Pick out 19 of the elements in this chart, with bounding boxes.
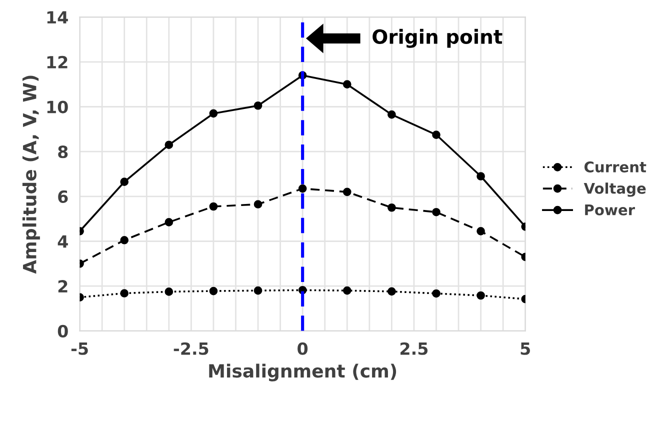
x-tick-label: 0 bbox=[298, 342, 308, 355]
y-tick-label: 10 bbox=[47, 100, 68, 114]
annotation: Origin point bbox=[372, 28, 502, 48]
y-tick-label: 6 bbox=[58, 190, 68, 203]
y-tick-label: 14 bbox=[47, 11, 68, 24]
y-tick-label: 4 bbox=[58, 235, 68, 248]
x-tick-label: 5 bbox=[520, 342, 530, 355]
x-axis-title: Misalignment (cm) bbox=[209, 364, 396, 382]
y-tick-label: 12 bbox=[47, 56, 68, 68]
y-tick-label: 2 bbox=[58, 280, 68, 292]
y-tick-label: 8 bbox=[58, 146, 68, 158]
legend-label: Voltage bbox=[584, 182, 646, 197]
y-axis-title: Amplitude (A, V, W) bbox=[22, 76, 40, 274]
legend-label: Power bbox=[585, 204, 635, 216]
x-tick-label: -2.5 bbox=[174, 342, 208, 355]
y-tick-label: 0 bbox=[58, 324, 68, 338]
x-tick-label: -5 bbox=[71, 342, 88, 355]
x-tick-label: 2.5 bbox=[400, 342, 428, 355]
legend-label: Current bbox=[584, 161, 646, 172]
